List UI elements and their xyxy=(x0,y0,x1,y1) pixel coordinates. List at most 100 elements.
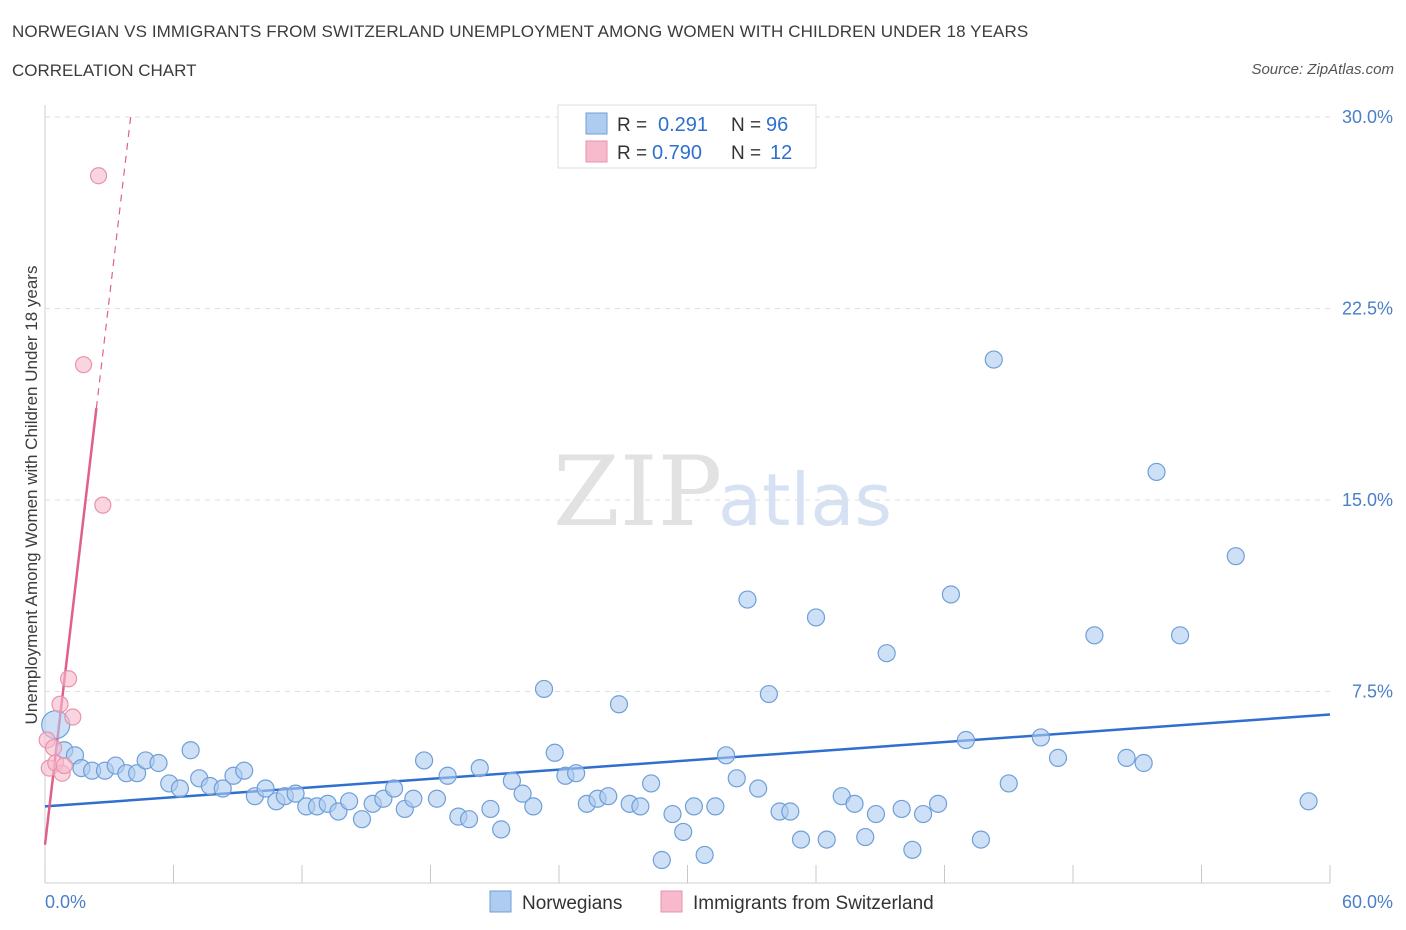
legend-swatch-swiss xyxy=(585,140,608,163)
trend-line-swiss xyxy=(43,407,98,845)
point-swiss-6 xyxy=(55,756,73,775)
x-tick-label-0: 0.0% xyxy=(45,892,86,912)
point-norwegians-40 xyxy=(470,758,489,778)
legend-n-value-swiss: 12 xyxy=(770,142,792,164)
point-norwegians-70 xyxy=(791,830,811,849)
point-norwegians-13 xyxy=(181,741,200,760)
point-norwegians-52 xyxy=(599,787,618,806)
y-axis-label: Unemployment Among Women with Children U… xyxy=(22,266,41,725)
point-norwegians-63 xyxy=(716,746,736,765)
grid-lines xyxy=(45,116,1330,692)
point-swiss-11 xyxy=(94,496,112,514)
point-norwegians-82 xyxy=(941,585,961,604)
point-swiss-7 xyxy=(59,670,78,688)
legend-r-value-norwegians: 0.291 xyxy=(658,114,708,136)
point-norwegians-79 xyxy=(903,840,922,859)
series-legend: Norwegians Immigrants from Switzerland xyxy=(489,890,934,914)
point-norwegians-90 xyxy=(1117,748,1136,767)
point-norwegians-44 xyxy=(513,784,532,803)
legend-r-label-swiss: R = xyxy=(617,143,647,164)
point-norwegians-60 xyxy=(684,797,704,816)
point-norwegians-58 xyxy=(663,804,682,824)
point-norwegians-32 xyxy=(384,779,404,798)
y-tick-label-2: 22.5% xyxy=(1342,299,1393,319)
point-norwegians-87 xyxy=(1031,728,1050,747)
legend-n-label-swiss: N = xyxy=(731,143,761,164)
chart-title: NORWEGIAN VS IMMIGRANTS FROM SWITZERLAND… xyxy=(12,22,1029,41)
point-norwegians-49 xyxy=(567,764,586,783)
point-norwegians-10 xyxy=(149,753,168,773)
point-norwegians-20 xyxy=(256,779,275,798)
point-norwegians-37 xyxy=(438,766,457,785)
point-norwegians-42 xyxy=(492,820,511,839)
point-norwegians-59 xyxy=(674,822,693,842)
series-norwegians xyxy=(41,350,1318,870)
point-norwegians-23 xyxy=(286,784,305,803)
point-norwegians-80 xyxy=(913,804,933,824)
point-norwegians-45 xyxy=(524,797,543,816)
legend-n-label-norwegians: N = xyxy=(731,115,761,136)
point-norwegians-88 xyxy=(1048,748,1068,767)
source-credit: Source: ZipAtlas.com xyxy=(1251,61,1394,78)
point-norwegians-95 xyxy=(1299,792,1318,811)
point-norwegians-92 xyxy=(1147,462,1166,482)
point-norwegians-29 xyxy=(352,810,372,829)
point-norwegians-65 xyxy=(738,590,757,609)
point-norwegians-76 xyxy=(866,804,886,824)
legend-swatch-norwegians-bottom xyxy=(489,890,512,913)
point-norwegians-78 xyxy=(892,799,911,819)
point-norwegians-8 xyxy=(127,764,147,783)
point-norwegians-66 xyxy=(749,779,768,798)
point-norwegians-12 xyxy=(170,779,190,798)
point-norwegians-53 xyxy=(609,695,629,714)
point-norwegians-77 xyxy=(877,644,896,663)
point-norwegians-18 xyxy=(235,761,254,780)
point-norwegians-46 xyxy=(534,679,554,699)
point-norwegians-16 xyxy=(213,779,232,798)
y-tick-label-0: 7.5% xyxy=(1352,682,1393,702)
legend-r-value-swiss: 0.790 xyxy=(652,142,702,164)
point-norwegians-34 xyxy=(404,789,423,808)
point-norwegians-83 xyxy=(956,730,976,750)
legend-swatch-norwegians xyxy=(585,112,608,135)
point-norwegians-55 xyxy=(631,797,650,816)
point-norwegians-71 xyxy=(806,608,826,627)
point-norwegians-61 xyxy=(695,845,714,865)
point-swiss-4 xyxy=(51,695,69,713)
point-norwegians-84 xyxy=(971,830,991,849)
series-immigrants-from-switzerland xyxy=(38,167,112,782)
legend-n-value-norwegians: 96 xyxy=(766,114,788,136)
point-norwegians-64 xyxy=(727,769,746,788)
legend-swatch-swiss-bottom xyxy=(660,890,683,913)
point-norwegians-28 xyxy=(340,792,359,811)
trend-line-swiss-extension xyxy=(95,116,132,409)
watermark: ZIP atlas xyxy=(553,436,892,548)
point-norwegians-75 xyxy=(856,827,875,847)
point-norwegians-85 xyxy=(984,350,1003,369)
point-norwegians-47 xyxy=(545,743,564,762)
y-tick-labels: 7.5% 15.0% 22.5% 30.0% xyxy=(1342,107,1393,702)
point-norwegians-74 xyxy=(845,794,864,813)
watermark-zip: ZIP xyxy=(553,436,722,548)
axes xyxy=(44,105,1331,884)
legend-label-swiss: Immigrants from Switzerland xyxy=(693,893,934,914)
point-norwegians-57 xyxy=(652,850,671,870)
x-tick-labels: 0.0% 60.0% xyxy=(45,892,1393,912)
point-swiss-10 xyxy=(89,167,108,185)
point-norwegians-43 xyxy=(502,771,521,790)
legend-label-norwegians: Norwegians xyxy=(522,893,622,914)
point-norwegians-35 xyxy=(414,751,434,770)
chart-subtitle: CORRELATION CHART xyxy=(12,61,197,80)
point-norwegians-93 xyxy=(1170,626,1190,645)
point-norwegians-86 xyxy=(999,774,1018,793)
point-norwegians-69 xyxy=(781,802,800,821)
point-norwegians-67 xyxy=(759,684,778,704)
point-norwegians-94 xyxy=(1226,547,1245,566)
y-tick-label-1: 15.0% xyxy=(1342,490,1393,510)
point-swiss-2 xyxy=(44,739,63,757)
point-norwegians-41 xyxy=(481,799,500,819)
point-norwegians-39 xyxy=(459,810,479,829)
point-norwegians-91 xyxy=(1134,753,1153,773)
point-norwegians-56 xyxy=(641,774,661,793)
